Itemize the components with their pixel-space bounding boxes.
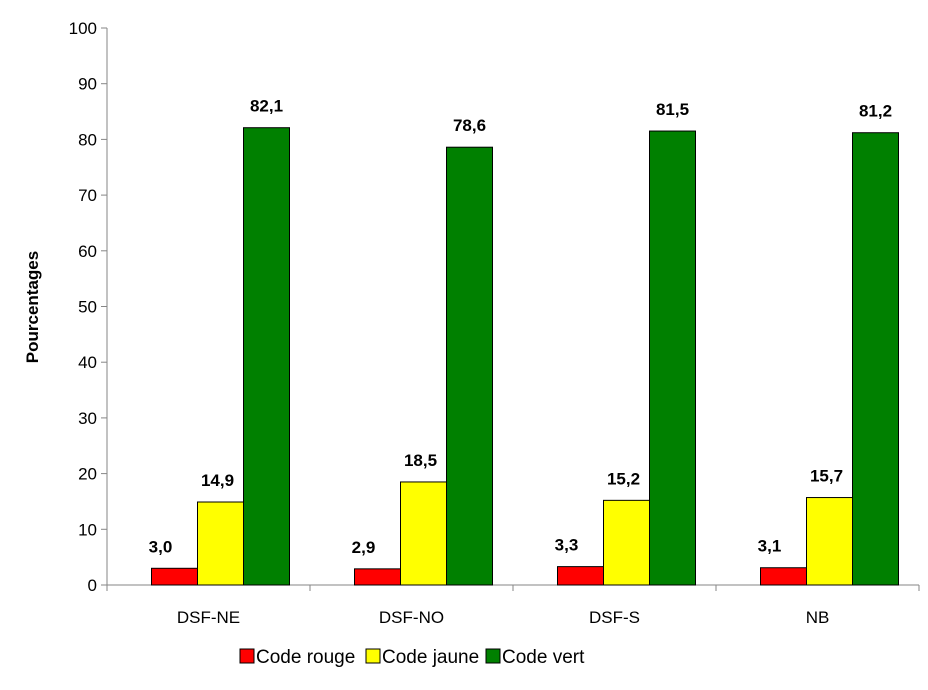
data-label: 3,0 — [149, 537, 173, 556]
bar-code-vert — [446, 146, 493, 586]
data-label: 15,2 — [607, 469, 640, 488]
data-label: 81,5 — [656, 100, 689, 119]
y-tick-label: 60 — [78, 242, 97, 261]
y-tick-label: 30 — [78, 409, 97, 428]
data-label: 3,3 — [555, 536, 579, 555]
data-label: 82,1 — [250, 97, 283, 116]
legend-item: Code rouge — [239, 647, 355, 668]
legend-label: Code vert — [502, 647, 585, 668]
bar-code-vert — [243, 127, 290, 586]
legend: Code rouge Code jaune Code vert — [239, 647, 585, 668]
bar-code-vert — [852, 132, 899, 586]
bar-code-jaune — [400, 481, 447, 586]
data-label: 81,2 — [859, 102, 892, 121]
bar-code-rouge — [557, 566, 604, 586]
x-category-label: NB — [806, 608, 830, 627]
data-label: 14,9 — [201, 471, 234, 490]
legend-label: Code jaune — [382, 647, 479, 668]
y-tick-label: 80 — [78, 130, 97, 149]
x-category-label: DSF-S — [589, 608, 640, 627]
data-label: 15,7 — [810, 467, 843, 486]
y-tick-label: 0 — [88, 576, 97, 595]
legend-swatch — [239, 648, 255, 664]
data-labels: 3,0 14,9 82,1 2,9 18,5 78,6 3,3 15,2 81,5 3,1 15,7… — [149, 97, 892, 557]
y-tick-label: 40 — [78, 353, 97, 372]
y-axis-title: Pourcentages — [23, 251, 42, 363]
data-label: 78,6 — [453, 116, 486, 135]
axes: 0 10 20 30 40 50 60 70 80 90 100 DSF-NE DSF-NO DSF-S N… — [69, 19, 920, 627]
y-tick-label: 10 — [78, 520, 97, 539]
x-category-label: DSF-NE — [177, 608, 240, 627]
data-label: 18,5 — [404, 451, 437, 470]
data-label: 2,9 — [352, 538, 376, 557]
bar-code-rouge — [151, 567, 198, 586]
bars — [151, 127, 899, 586]
legend-item: Code vert — [485, 647, 585, 668]
legend-label: Code rouge — [256, 647, 355, 668]
data-label: 3,1 — [758, 537, 782, 556]
legend-swatch — [365, 648, 381, 664]
y-tick-label: 70 — [78, 186, 97, 205]
bar-code-rouge — [760, 567, 807, 586]
bar-code-jaune — [806, 497, 853, 586]
bar-code-rouge — [354, 568, 401, 586]
y-tick-label: 100 — [69, 19, 97, 38]
bar-code-vert — [649, 130, 696, 586]
bar-code-jaune — [603, 499, 650, 586]
y-tick-label: 90 — [78, 75, 97, 94]
bar-code-jaune — [197, 501, 244, 586]
y-tick-label: 20 — [78, 465, 97, 484]
legend-item: Code jaune — [365, 647, 479, 668]
legend-swatch — [485, 648, 501, 664]
y-axis-title-group: Pourcentages — [23, 251, 42, 363]
x-category-label: DSF-NO — [379, 608, 444, 627]
y-tick-label: 50 — [78, 298, 97, 317]
